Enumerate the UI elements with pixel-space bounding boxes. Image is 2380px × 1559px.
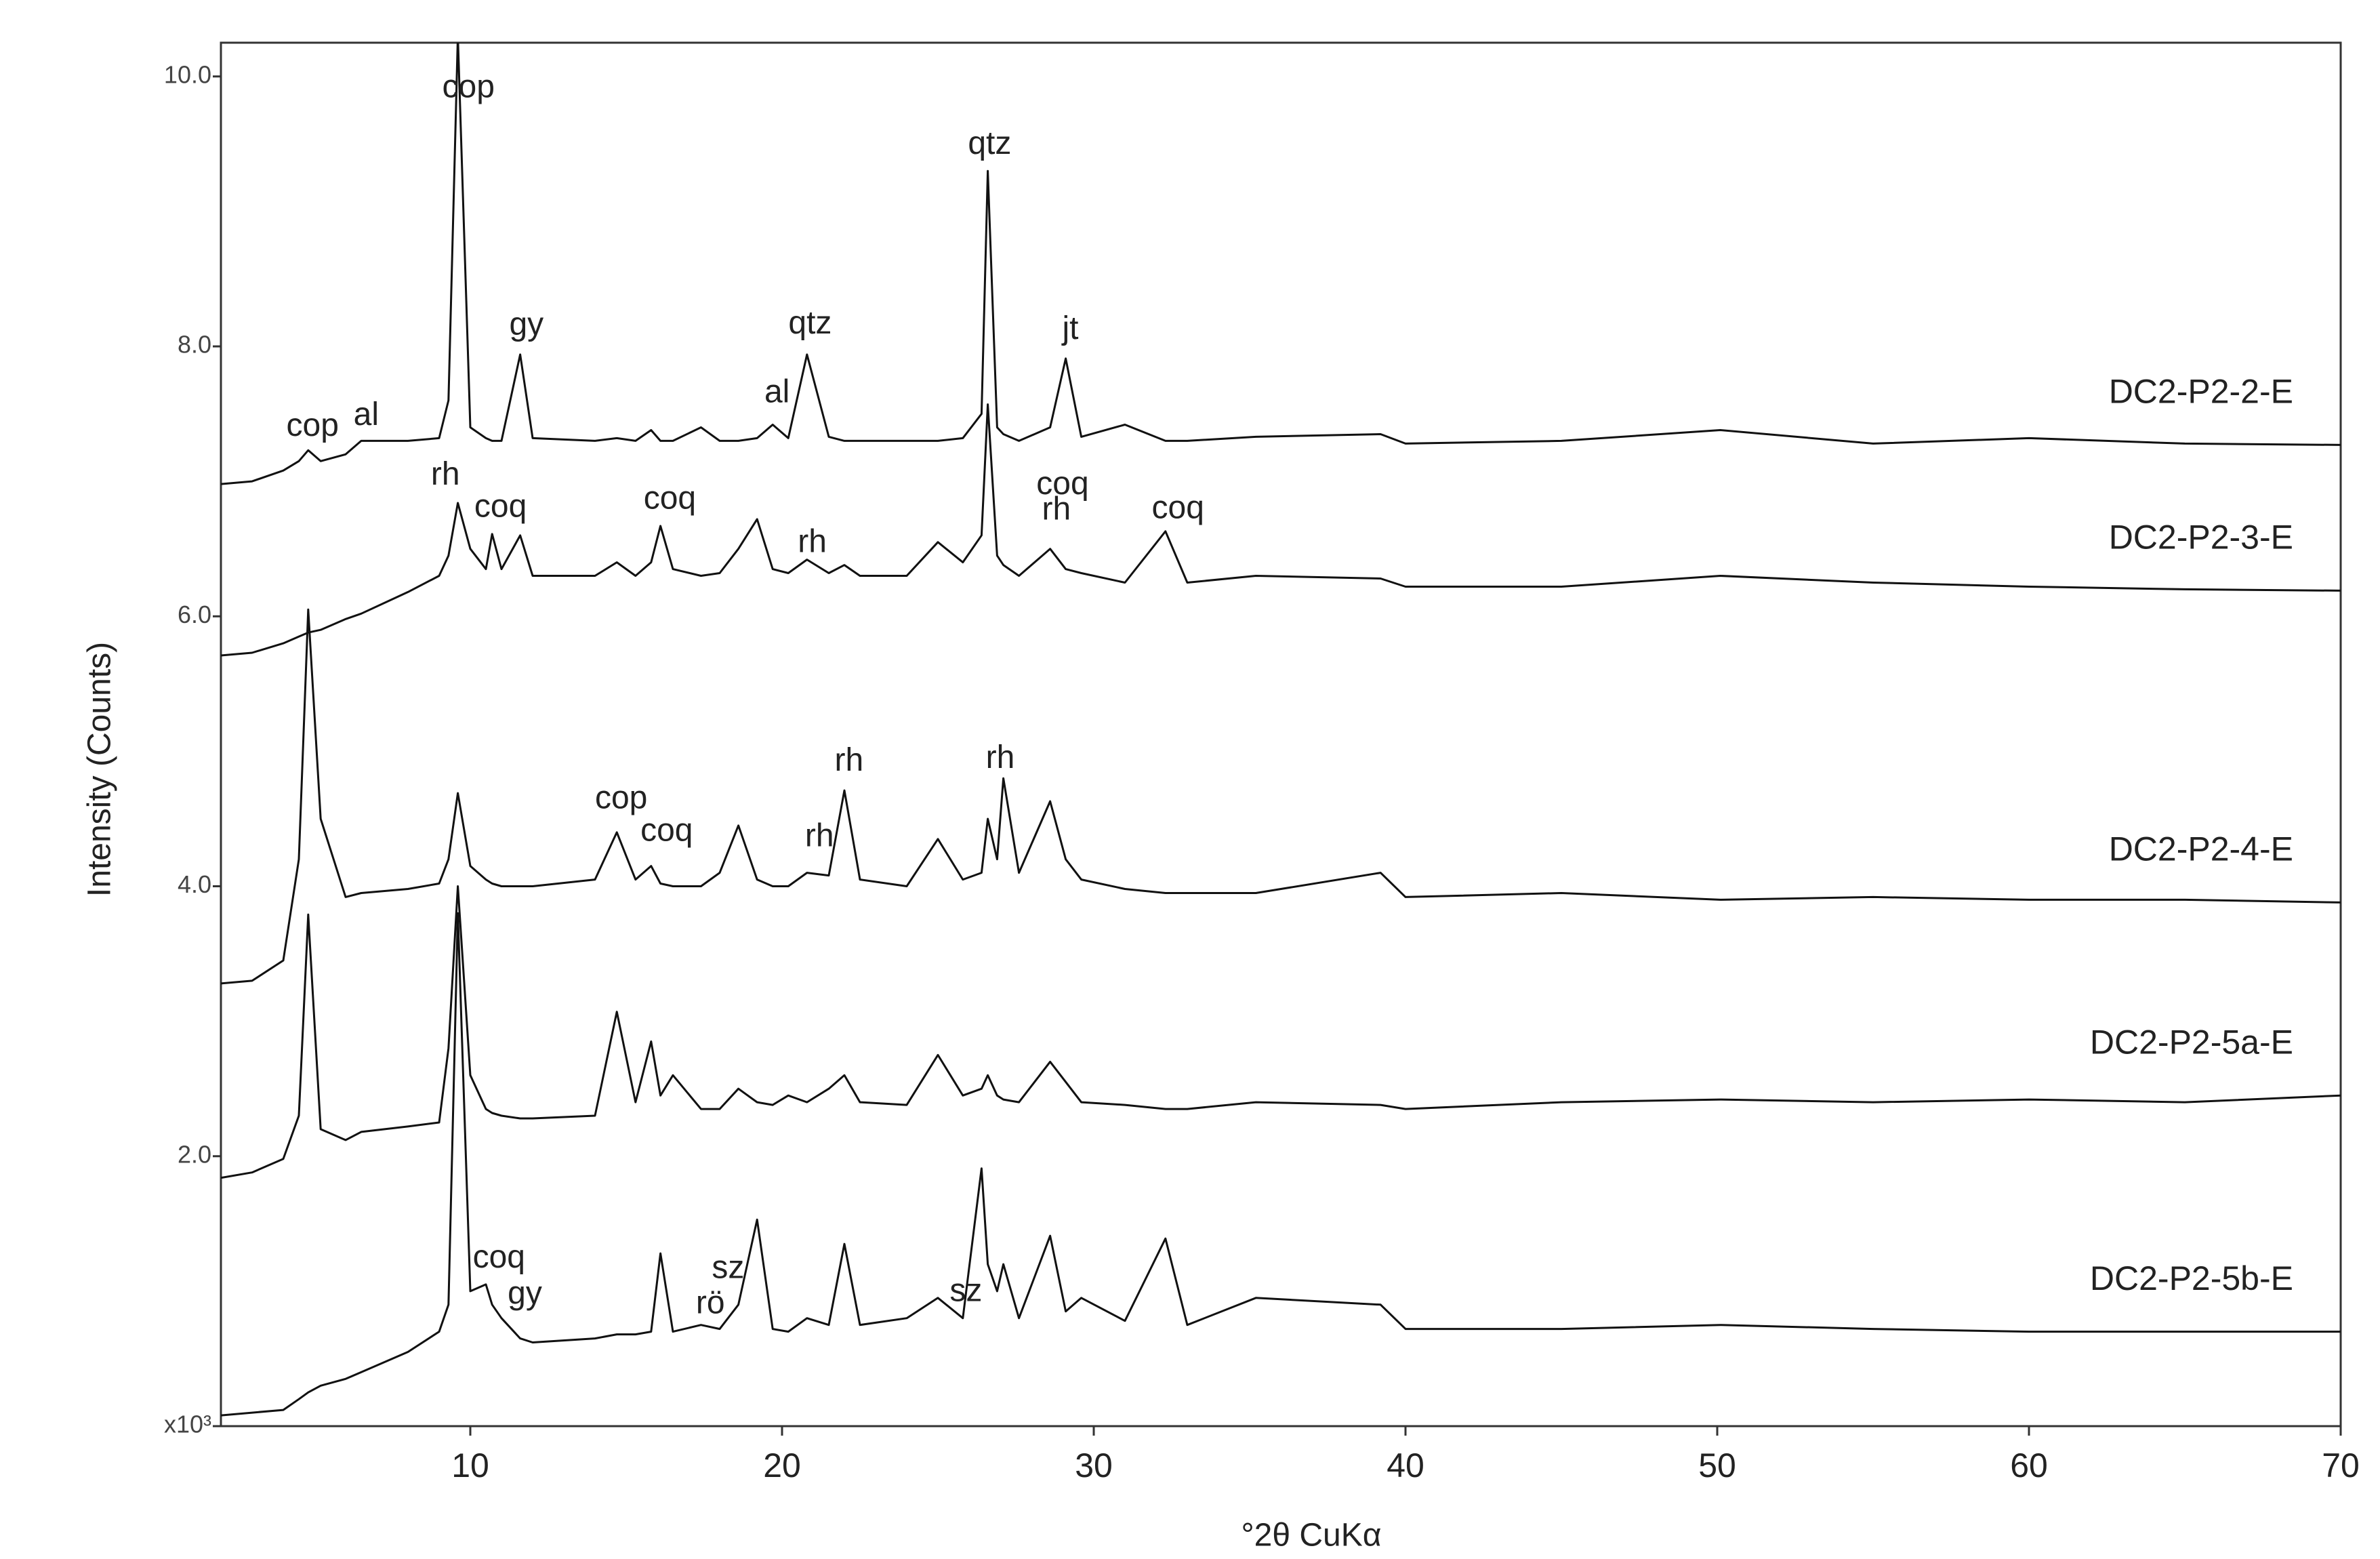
series-line bbox=[221, 608, 2341, 985]
peak-annotation: sz bbox=[949, 1273, 982, 1309]
series-label: DC2-P2-3-E bbox=[2109, 519, 2293, 556]
peak-annotation: rh bbox=[805, 818, 834, 854]
series-label: DC2-P2-2-E bbox=[2109, 373, 2293, 411]
peak-annotation: al bbox=[354, 397, 379, 432]
peak-annotation: al bbox=[764, 373, 789, 409]
x-axis-title: °2θ CuKα bbox=[1241, 1518, 1381, 1554]
peak-annotation: rh bbox=[986, 740, 1015, 775]
peak-annotation: qtz bbox=[968, 125, 1011, 161]
peak-annotation: rh bbox=[1042, 491, 1071, 527]
peak-annotation: coq bbox=[1036, 466, 1088, 502]
series-line bbox=[221, 912, 2341, 1417]
peak-annotation: cop bbox=[287, 407, 339, 443]
series-line bbox=[221, 43, 2341, 485]
peak-annotation: coq bbox=[473, 1239, 525, 1275]
y-tick-label: 2.0 bbox=[178, 1140, 211, 1168]
peak-annotation: cop bbox=[443, 68, 495, 104]
peak-annotation: coq bbox=[644, 481, 696, 517]
x-tick-label: 40 bbox=[1387, 1446, 1424, 1484]
x-tick-label: 10 bbox=[451, 1446, 489, 1484]
peak-annotation: rö bbox=[696, 1284, 725, 1320]
peak-annotation: coq bbox=[1152, 490, 1204, 526]
x-tick-label: 70 bbox=[2322, 1446, 2360, 1484]
y-axis-title: Intensity (Counts) bbox=[82, 642, 118, 897]
series-line bbox=[221, 885, 2341, 1179]
x-tick-label: 50 bbox=[1698, 1446, 1736, 1484]
series-label: DC2-P2-5b-E bbox=[2090, 1259, 2293, 1297]
peak-annotation: qtz bbox=[788, 305, 832, 341]
peak-annotation: rh bbox=[835, 742, 864, 778]
plot-area bbox=[221, 43, 2341, 1417]
peak-annotation: coq bbox=[640, 813, 693, 849]
peak-annotation: rh bbox=[431, 456, 460, 492]
peak-annotation: cop bbox=[595, 780, 647, 816]
peak-annotation: rh bbox=[798, 523, 827, 559]
y-tick-label: x10³ bbox=[164, 1411, 211, 1438]
y-tick-label: 6.0 bbox=[178, 601, 211, 628]
peak-annotation: sz bbox=[712, 1250, 744, 1286]
series-label: DC2-P2-5a-E bbox=[2090, 1023, 2293, 1061]
peak-annotation: coq bbox=[474, 489, 527, 525]
x-tick-label: 30 bbox=[1075, 1446, 1113, 1484]
peak-annotation: jt bbox=[1061, 310, 1079, 346]
y-tick-label: 8.0 bbox=[178, 331, 211, 359]
series-label: DC2-P2-4-E bbox=[2109, 830, 2293, 868]
peak-annotation: gy bbox=[508, 1276, 542, 1312]
x-tick-label: 20 bbox=[763, 1446, 801, 1484]
y-tick-label: 10.0 bbox=[164, 60, 211, 88]
y-tick-label: 4.0 bbox=[178, 870, 211, 898]
plot-frame bbox=[220, 41, 2342, 1428]
series-line bbox=[221, 403, 2341, 657]
peak-annotation: gy bbox=[509, 306, 543, 342]
x-tick-label: 60 bbox=[2010, 1446, 2048, 1484]
